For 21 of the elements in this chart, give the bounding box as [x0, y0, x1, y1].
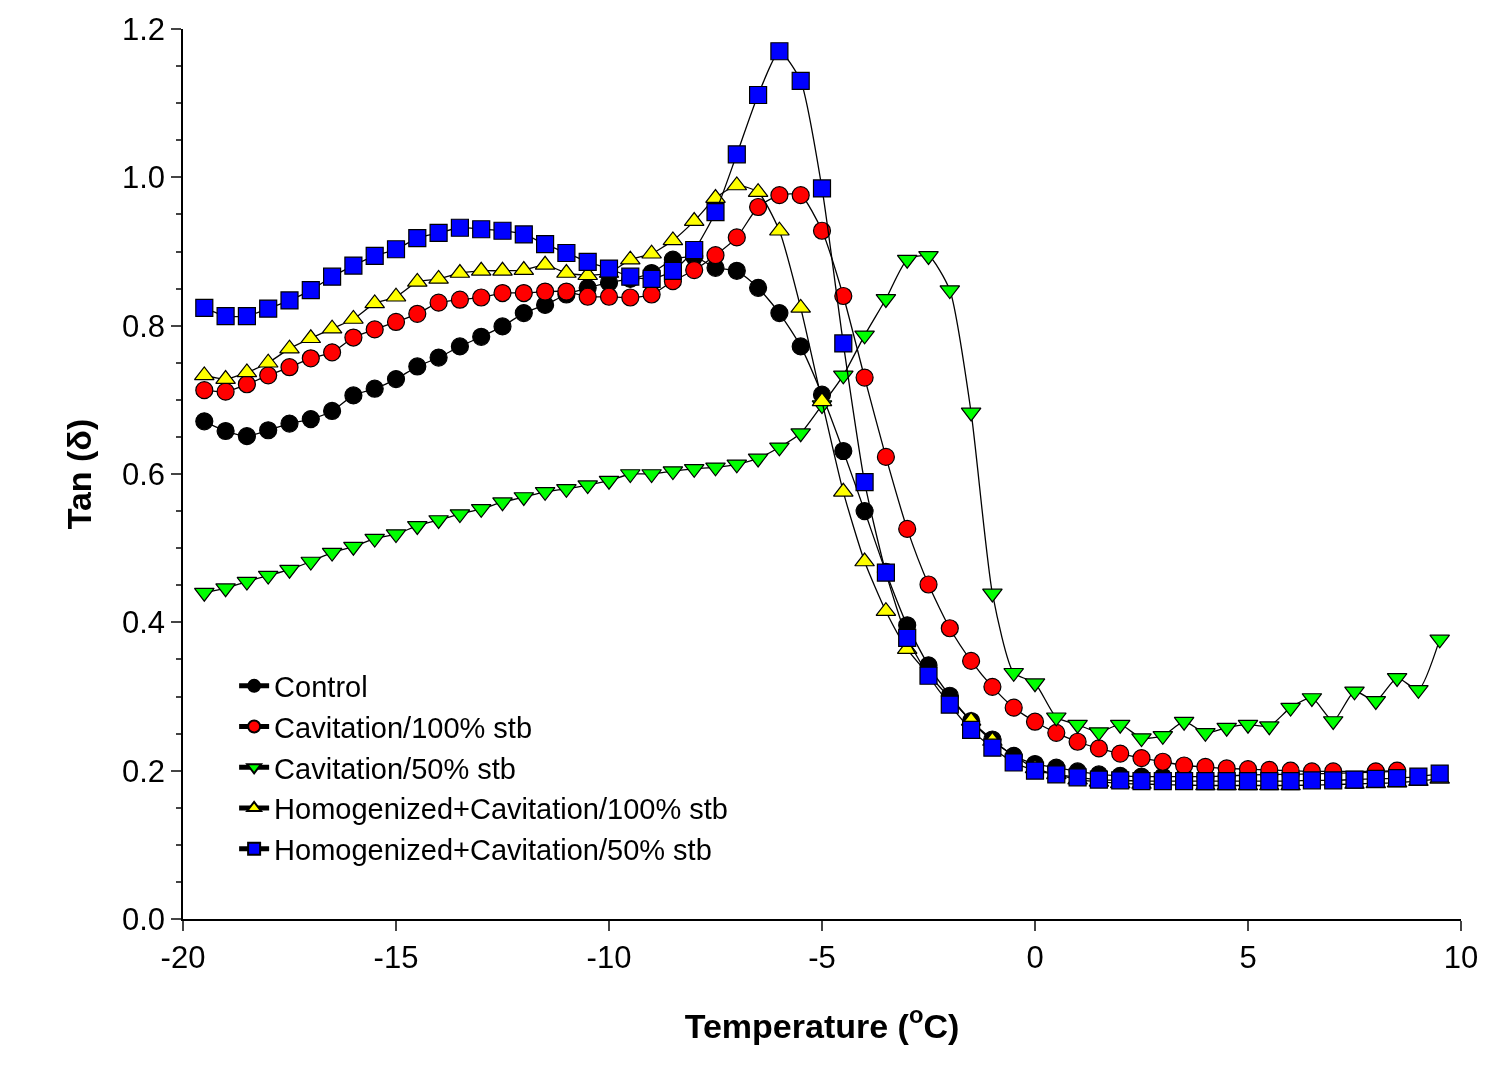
x-tick-label: -5 [808, 939, 836, 975]
legend-label: Cavitation/100% stb [274, 711, 533, 744]
legend-label: Cavitation/50% stb [274, 752, 516, 785]
x-tick-label: 10 [1443, 939, 1479, 975]
legend-label: Homogenized+Cavitation/50% stb [274, 833, 712, 866]
legend-label: Homogenized+Cavitation/100% stb [274, 793, 728, 826]
legend-label: Control [274, 671, 368, 704]
x-tick-label: -15 [373, 939, 419, 975]
x-axis-title: Temperature ($^{o}$C) [684, 1001, 960, 1045]
y-tick-label: 0.2 [121, 753, 166, 789]
y-tick-label: 0.6 [121, 456, 166, 492]
y-tick-label: 1.0 [121, 160, 166, 196]
y-tick-label: 0.4 [121, 605, 166, 641]
x-tick-label: -20 [160, 939, 206, 975]
y-axis-title: Tan (δ) [60, 418, 99, 530]
x-tick-label: 0 [1026, 939, 1044, 975]
y-tick-label: 1.2 [121, 11, 166, 47]
x-tick-label: -10 [586, 939, 632, 975]
y-tick-label: 0.8 [121, 308, 166, 344]
y-tick-label: 0.0 [121, 901, 166, 937]
x-tick-label: 5 [1239, 939, 1257, 975]
